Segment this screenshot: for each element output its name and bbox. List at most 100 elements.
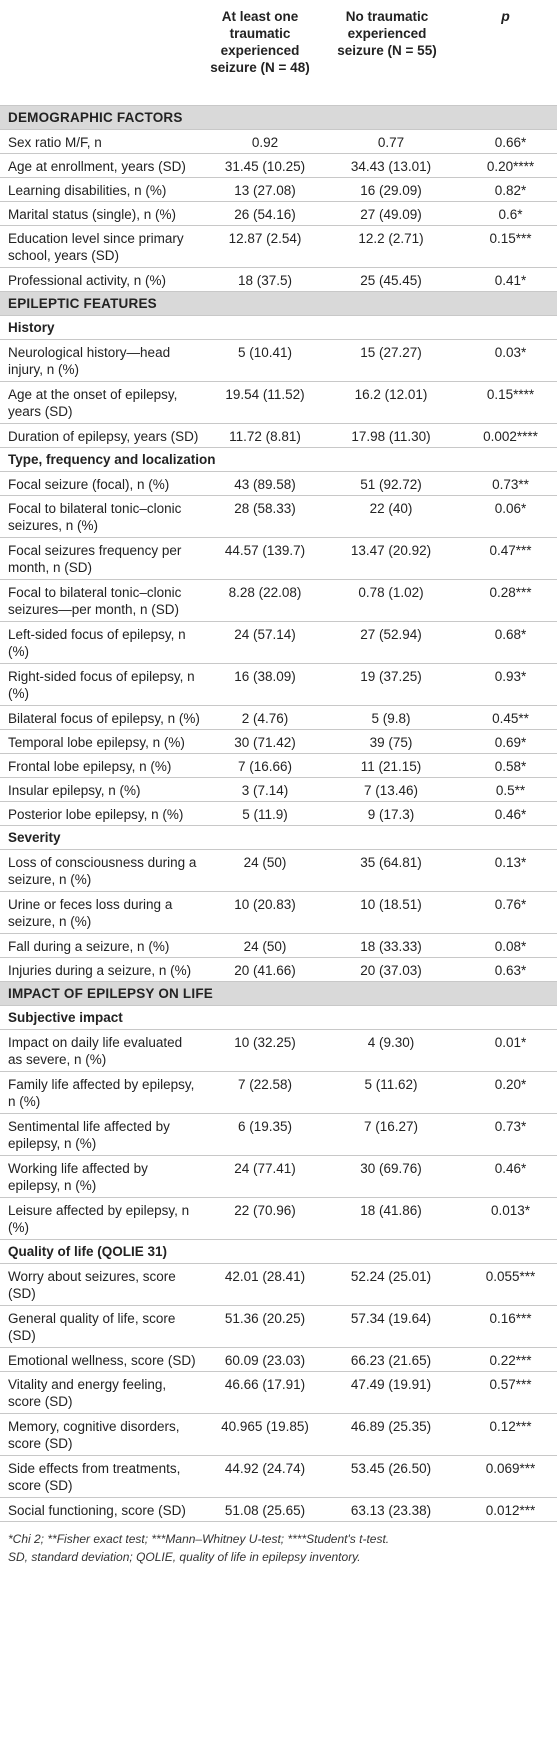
value-no-traumatic: 12.2 (2.71) [358,231,424,246]
p-value: 0.68* [494,627,527,642]
value-traumatic: 19.54 (11.52) [225,387,305,402]
p-value: 0.6* [498,207,523,222]
p-value: 0.41* [494,273,527,288]
table: At least one traumatic experienced seizu… [0,8,557,1564]
p-value: 0.46* [494,1161,527,1176]
p-value: 0.28*** [489,585,532,600]
value-traumatic: 31.45 (10.25) [224,159,306,174]
row-label: Memory, cognitive disorders, score (SD) [8,1419,180,1451]
row-label: Worry about seizures, score (SD) [8,1269,176,1301]
p-value: 0.20**** [486,159,535,174]
value-no-traumatic: 0.78 (1.02) [358,585,424,600]
row-label: Side effects from treatments, score (SD) [8,1461,181,1493]
subsection-heading: Subjective impact [0,1006,557,1030]
table-row: Left-sided focus of epilepsy, n (%) 24 (5… [0,622,557,664]
row-label: Focal seizures frequency per month, n (S… [8,543,182,575]
table-row: Focal seizure (focal), n (%) 43 (89.58) 51… [0,472,557,496]
row-label: Insular epilepsy, n (%) [8,783,141,798]
p-value: 0.012*** [485,1503,536,1518]
value-traumatic: 43 (89.58) [234,477,296,492]
p-value: 0.47*** [489,543,532,558]
row-label: General quality of life, score (SD) [8,1311,176,1343]
table-row: Neurological history—head injury, n (%) 5… [0,340,557,382]
value-no-traumatic: 22 (40) [369,501,413,516]
value-traumatic: 40.965 (19.85) [221,1419,309,1434]
value-no-traumatic: 10 (18.51) [360,897,422,912]
subsection-heading: History [0,316,557,340]
value-traumatic: 44.92 (24.74) [224,1461,306,1476]
p-value: 0.08* [494,939,527,954]
row-label: Left-sided focus of epilepsy, n (%) [8,627,186,659]
row-label: Social functioning, score (SD) [8,1503,186,1518]
p-value: 0.013* [490,1203,531,1218]
p-value: 0.12*** [489,1419,532,1434]
value-traumatic: 26 (54.16) [234,207,296,222]
row-label: Emotional wellness, score (SD) [8,1353,196,1368]
value-traumatic: 13 (27.08) [234,183,296,198]
table-row: Posterior lobe epilepsy, n (%) 5 (11.9) 9 … [0,802,557,826]
table-row: Side effects from treatments, score (SD)… [0,1456,557,1498]
table-row: Duration of epilepsy, years (SD) 11.72 (8… [0,424,557,448]
p-value: 0.69* [494,735,527,750]
p-value: 0.069*** [485,1461,536,1476]
value-traumatic: 11.72 (8.81) [229,429,301,444]
table-row: Loss of consciousness during a seizure, … [0,850,557,892]
row-label: Focal to bilateral tonic–clonic seizures… [8,501,182,533]
row-label: Professional activity, n (%) [8,273,167,288]
row-label: Duration of epilepsy, years (SD) [8,429,199,444]
subsection-heading: Type, frequency and localization [0,448,557,472]
p-value: 0.93* [494,669,527,684]
value-no-traumatic: 25 (45.45) [360,273,422,288]
section-heading: EPILEPTIC FEATURES [0,292,557,316]
table-row: Age at enrollment, years (SD) 31.45 (10.2… [0,154,557,178]
table-row: Insular epilepsy, n (%) 3 (7.14) 7 (13.46)… [0,778,557,802]
p-value: 0.01* [494,1035,527,1050]
section-heading: DEMOGRAPHIC FACTORS [0,106,557,130]
table-row: Focal seizures frequency per month, n (S… [0,538,557,580]
value-traumatic: 44.57 (139.7) [224,543,306,558]
value-no-traumatic: 63.13 (23.38) [350,1503,432,1518]
row-label: Vitality and energy feeling, score (SD) [8,1377,167,1409]
row-label: Learning disabilities, n (%) [8,183,167,198]
value-no-traumatic: 5 (11.62) [364,1077,418,1092]
value-no-traumatic: 13.47 (20.92) [350,543,432,558]
value-no-traumatic: 66.23 (21.65) [350,1353,432,1368]
value-no-traumatic: 18 (33.33) [360,939,422,954]
table-row: Impact on daily life evaluated as severe… [0,1030,557,1072]
value-no-traumatic: 20 (37.03) [360,963,422,978]
row-label: Sentimental life affected by epilepsy, n… [8,1119,170,1151]
row-label: Marital status (single), n (%) [8,207,177,222]
value-no-traumatic: 51 (92.72) [360,477,422,492]
table-row: Vitality and energy feeling, score (SD) 4… [0,1372,557,1414]
row-label: Urine or feces loss during a seizure, n … [8,897,173,929]
value-traumatic: 24 (50) [243,855,287,870]
row-label: Neurological history—head injury, n (%) [8,345,171,377]
value-traumatic: 42.01 (28.41) [224,1269,306,1284]
value-no-traumatic: 52.24 (25.01) [350,1269,432,1284]
value-no-traumatic: 46.89 (25.35) [350,1419,432,1434]
value-no-traumatic: 27 (49.09) [360,207,422,222]
p-value: 0.15**** [486,387,535,402]
row-label: Bilateral focus of epilepsy, n (%) [8,711,200,726]
value-no-traumatic: 7 (13.46) [363,783,419,798]
value-traumatic: 22 (70.96) [234,1203,296,1218]
table-row: Sentimental life affected by epilepsy, n… [0,1114,557,1156]
header-label-column [0,8,200,105]
row-label: Temporal lobe epilepsy, n (%) [8,735,185,750]
value-no-traumatic: 16.2 (12.01) [354,387,428,402]
subsection-heading: Severity [0,826,557,850]
value-no-traumatic: 17.98 (11.30) [351,429,431,444]
value-traumatic: 28 (58.33) [234,501,296,516]
p-value: 0.57*** [489,1377,532,1392]
value-traumatic: 0.92 [251,135,279,150]
value-traumatic: 16 (38.09) [234,669,296,684]
section-heading: IMPACT OF EPILEPSY ON LIFE [0,982,557,1006]
p-value: 0.5** [495,783,526,798]
row-label: Education level since primary school, ye… [8,231,184,263]
value-no-traumatic: 18 (41.86) [360,1203,422,1218]
p-value: 0.15*** [489,231,532,246]
table-row: Professional activity, n (%) 18 (37.5) 25 … [0,268,557,292]
p-value: 0.76* [494,897,527,912]
footnote-abbreviations: SD, standard deviation; QOLIE, quality o… [8,1550,361,1564]
row-label: Age at the onset of epilepsy, years (SD) [8,387,178,419]
